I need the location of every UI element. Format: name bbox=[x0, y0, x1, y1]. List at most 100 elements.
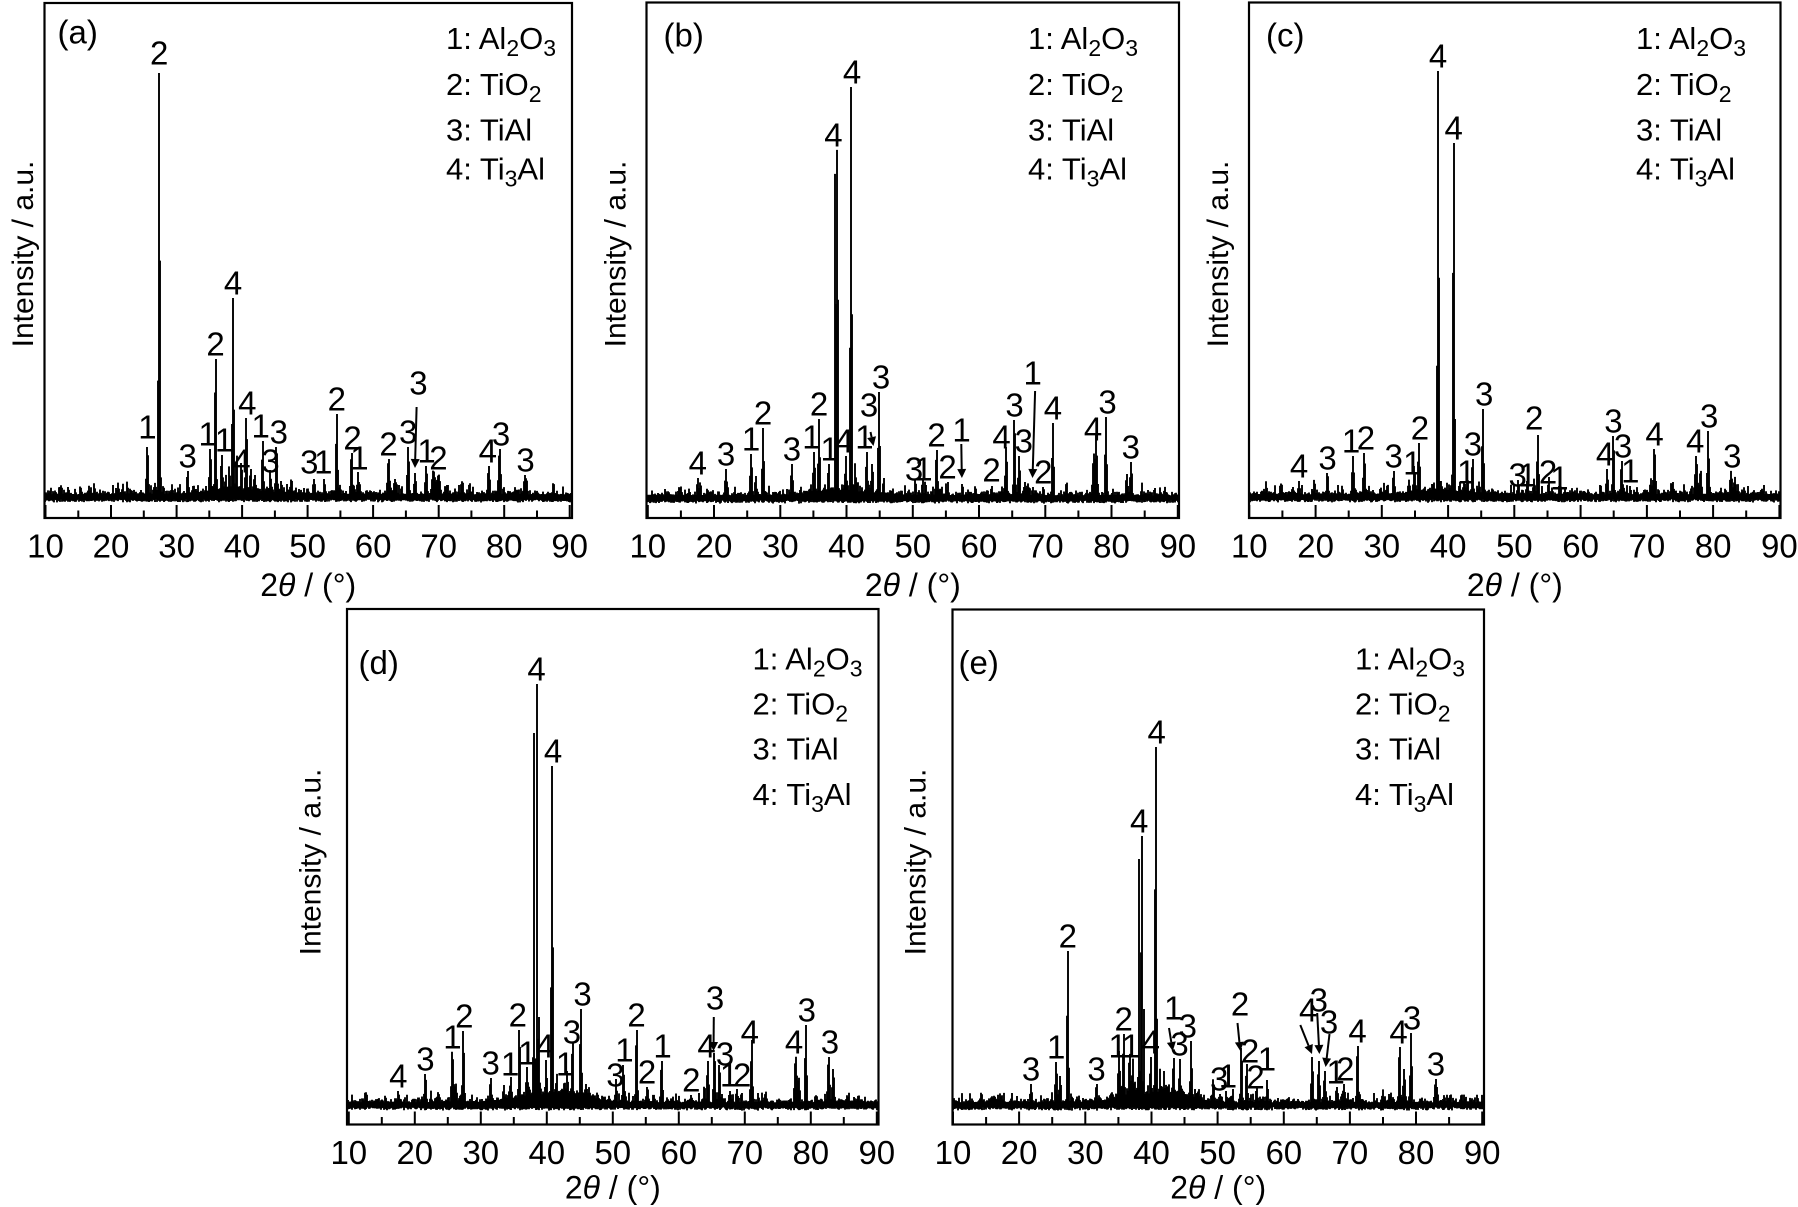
svg-text:Intensity / a.u.: Intensity / a.u. bbox=[7, 161, 40, 348]
svg-text:2θ / (°): 2θ / (°) bbox=[865, 567, 961, 603]
svg-text:30: 30 bbox=[1067, 1134, 1104, 1171]
svg-text:50: 50 bbox=[1496, 528, 1533, 565]
svg-text:2: 2 bbox=[1357, 420, 1375, 457]
svg-text:1: 1 bbox=[417, 433, 435, 470]
svg-text:60: 60 bbox=[961, 528, 998, 565]
svg-text:40: 40 bbox=[828, 528, 865, 565]
svg-text:3: 3 bbox=[1604, 403, 1622, 440]
svg-text:30: 30 bbox=[158, 528, 195, 565]
svg-text:3: 3 bbox=[1179, 1008, 1197, 1045]
svg-text:4: 4 bbox=[1348, 1013, 1366, 1050]
svg-text:1: 1 bbox=[501, 1046, 519, 1083]
svg-text:3: 3 bbox=[716, 1036, 734, 1073]
svg-text:3: 3 bbox=[1318, 440, 1336, 477]
svg-text:3: 3 bbox=[1022, 1051, 1040, 1088]
svg-text:90: 90 bbox=[1761, 528, 1798, 565]
svg-text:Intensity / a.u.: Intensity / a.u. bbox=[295, 769, 328, 956]
svg-text:3: TiAl: 3: TiAl bbox=[446, 112, 532, 147]
svg-text:4: 4 bbox=[1645, 416, 1663, 453]
svg-text:2θ / (°): 2θ / (°) bbox=[1170, 1170, 1266, 1206]
svg-text:3: 3 bbox=[606, 1057, 624, 1094]
svg-text:1: 1 bbox=[1518, 457, 1536, 494]
svg-text:(b): (b) bbox=[664, 17, 704, 54]
svg-text:2θ / (°): 2θ / (°) bbox=[565, 1170, 661, 1206]
svg-text:1: Al2O3: 1: Al2O3 bbox=[1355, 641, 1465, 681]
svg-text:10: 10 bbox=[629, 528, 666, 565]
svg-text:4: 4 bbox=[741, 1014, 759, 1051]
svg-text:Intensity / a.u.: Intensity / a.u. bbox=[600, 161, 633, 348]
svg-text:3: 3 bbox=[1122, 429, 1140, 466]
svg-text:2: TiO2: 2: TiO2 bbox=[446, 67, 542, 107]
svg-text:3: 3 bbox=[563, 1014, 581, 1051]
svg-text:1: 1 bbox=[199, 416, 217, 453]
svg-text:2: 2 bbox=[1539, 454, 1557, 491]
svg-text:2: 2 bbox=[1034, 454, 1052, 491]
svg-text:3: 3 bbox=[1700, 398, 1718, 435]
svg-text:2: 2 bbox=[938, 449, 956, 486]
svg-text:2: 2 bbox=[1115, 1001, 1133, 1038]
svg-text:4: 4 bbox=[1148, 714, 1166, 751]
svg-text:2: TiO2: 2: TiO2 bbox=[1028, 67, 1124, 107]
svg-text:3: 3 bbox=[1403, 1000, 1421, 1037]
svg-text:3: 3 bbox=[482, 1045, 500, 1082]
svg-text:3: 3 bbox=[1427, 1046, 1445, 1083]
svg-text:10: 10 bbox=[27, 528, 64, 565]
svg-text:4: Ti3Al: 4: Ti3Al bbox=[446, 151, 545, 191]
svg-text:2: 2 bbox=[1246, 1059, 1264, 1096]
svg-text:1: 1 bbox=[1024, 355, 1042, 392]
svg-text:1: Al2O3: 1: Al2O3 bbox=[1636, 21, 1746, 61]
svg-text:2: 2 bbox=[982, 452, 1000, 489]
svg-text:70: 70 bbox=[1629, 528, 1666, 565]
svg-text:40: 40 bbox=[1430, 528, 1467, 565]
svg-text:30: 30 bbox=[762, 528, 799, 565]
svg-text:60: 60 bbox=[1562, 528, 1599, 565]
svg-text:2: 2 bbox=[638, 1054, 656, 1091]
svg-text:1: 1 bbox=[1621, 453, 1639, 490]
svg-text:1: 1 bbox=[855, 419, 873, 456]
svg-text:4: 4 bbox=[224, 265, 242, 302]
svg-text:80: 80 bbox=[792, 1134, 829, 1171]
svg-text:1: 1 bbox=[138, 409, 156, 446]
svg-text:3: 3 bbox=[1005, 387, 1023, 424]
svg-text:4: 4 bbox=[232, 443, 250, 480]
svg-text:80: 80 bbox=[486, 528, 523, 565]
svg-text:4: 4 bbox=[238, 385, 256, 422]
svg-text:3: TiAl: 3: TiAl bbox=[753, 732, 839, 767]
svg-text:80: 80 bbox=[1093, 528, 1130, 565]
svg-text:1: 1 bbox=[1457, 454, 1475, 491]
svg-text:2: 2 bbox=[927, 417, 945, 454]
svg-text:60: 60 bbox=[355, 528, 392, 565]
svg-text:3: 3 bbox=[270, 414, 288, 451]
svg-text:2: 2 bbox=[1241, 1033, 1259, 1070]
svg-text:4: 4 bbox=[843, 54, 861, 91]
svg-text:50: 50 bbox=[894, 528, 931, 565]
svg-text:3: 3 bbox=[409, 365, 427, 402]
svg-text:3: 3 bbox=[798, 992, 816, 1029]
svg-text:3: 3 bbox=[872, 359, 890, 396]
svg-text:80: 80 bbox=[1398, 1134, 1435, 1171]
svg-text:70: 70 bbox=[420, 528, 457, 565]
svg-text:3: 3 bbox=[717, 436, 735, 473]
svg-text:1: 1 bbox=[821, 431, 839, 468]
svg-text:2: 2 bbox=[1411, 410, 1429, 447]
svg-text:4: 4 bbox=[527, 651, 545, 688]
svg-text:3: 3 bbox=[1087, 1051, 1105, 1088]
svg-text:4: Ti3Al: 4: Ti3Al bbox=[753, 777, 852, 817]
svg-text:10: 10 bbox=[935, 1134, 972, 1171]
svg-text:4: 4 bbox=[824, 117, 842, 154]
svg-text:1: 1 bbox=[1342, 423, 1360, 460]
svg-text:3: 3 bbox=[1464, 426, 1482, 463]
svg-text:2: 2 bbox=[328, 381, 346, 418]
svg-text:40: 40 bbox=[224, 528, 261, 565]
svg-text:2θ / (°): 2θ / (°) bbox=[1467, 567, 1563, 603]
svg-text:1: 1 bbox=[1219, 1058, 1237, 1095]
svg-text:70: 70 bbox=[1332, 1134, 1369, 1171]
svg-text:10: 10 bbox=[1231, 528, 1268, 565]
svg-text:3: 3 bbox=[300, 444, 318, 481]
svg-text:2: 2 bbox=[206, 326, 224, 363]
svg-text:1: 1 bbox=[1258, 1041, 1276, 1078]
svg-text:Intensity / a.u.: Intensity / a.u. bbox=[900, 769, 933, 956]
svg-text:(a): (a) bbox=[58, 14, 98, 51]
svg-text:1: 1 bbox=[314, 444, 332, 481]
svg-text:4: Ti3Al: 4: Ti3Al bbox=[1355, 777, 1454, 817]
